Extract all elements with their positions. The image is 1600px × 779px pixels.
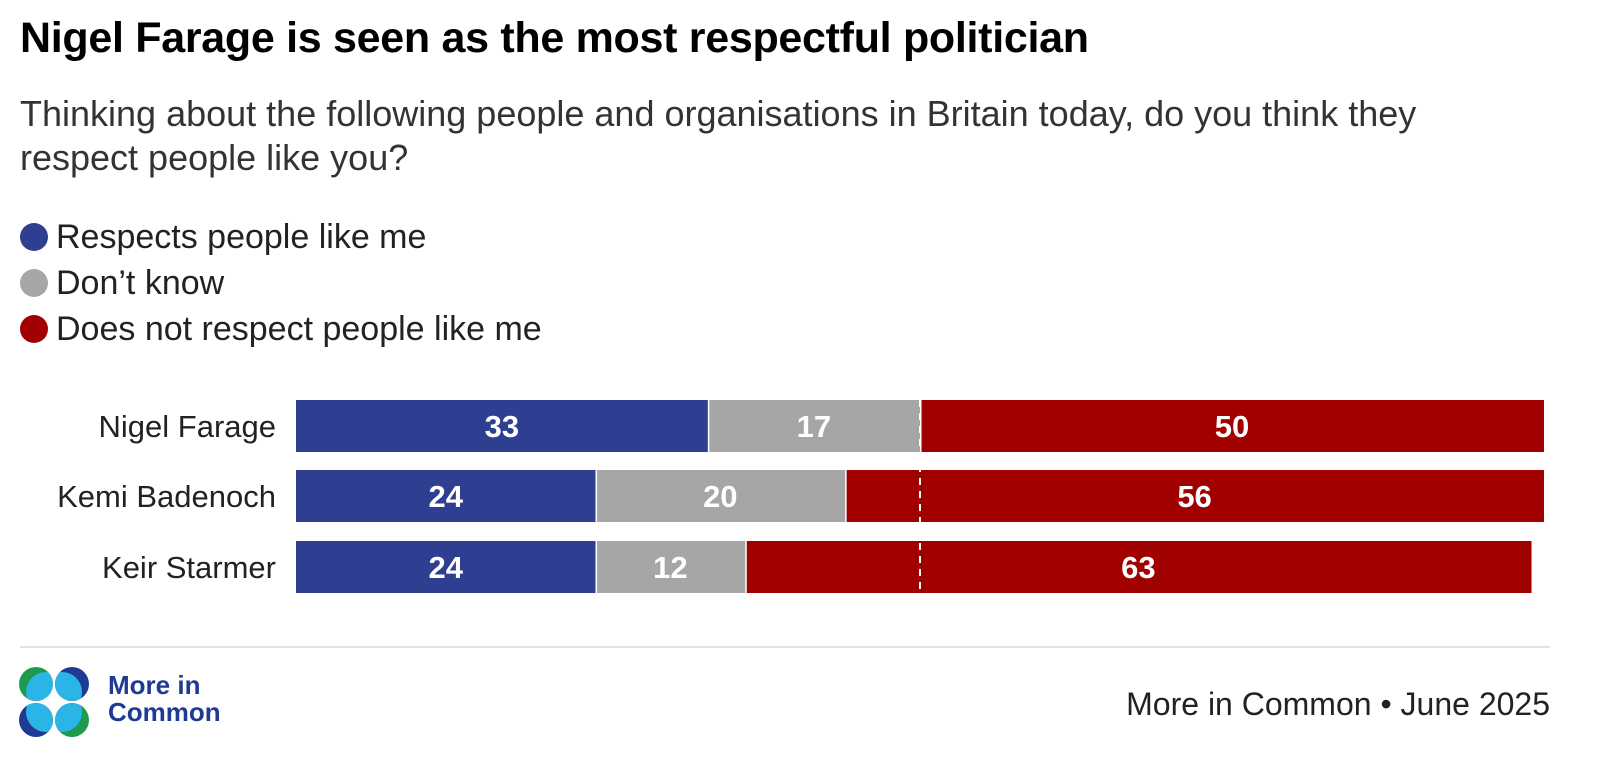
- chart-subtitle: Thinking about the following people and …: [20, 93, 1417, 178]
- bar-respects-people-like-me-nigel-farage: [296, 400, 708, 452]
- legend-label-does-not-respect: Does not respect people like me: [56, 309, 542, 348]
- bar-respects-people-like-me-keir-starmer: [296, 541, 596, 593]
- category-label-keir-starmer: Keir Starmer: [102, 550, 276, 585]
- footer-divider: [20, 646, 1550, 648]
- more-in-common-logo-icon: [19, 667, 89, 737]
- data-label-respects-people-like-me-keir-starmer: 24: [429, 550, 464, 585]
- chart-title: Nigel Farage is seen as the most respect…: [20, 14, 1089, 62]
- logo-text-line1: More in: [108, 670, 201, 700]
- legend-label-respects: Respects people like me: [56, 217, 427, 256]
- legend-item-does-not-respect: Does not respect people like me: [20, 306, 542, 352]
- bar-does-not-respect-people-like-me-nigel-farage: [921, 400, 1544, 452]
- legend-item-dont-know: Don’t know: [20, 260, 542, 306]
- data-label-does-not-respect-people-like-me-nigel-farage: 50: [1215, 409, 1249, 444]
- bar-don-t-know-keir-starmer: [597, 541, 746, 593]
- bar-don-t-know-nigel-farage: [709, 400, 920, 452]
- data-label-does-not-respect-people-like-me-kemi-badenoch: 56: [1177, 479, 1211, 514]
- data-label-respects-people-like-me-kemi-badenoch: 24: [429, 479, 464, 514]
- data-label-don-t-know-kemi-badenoch: 20: [703, 479, 737, 514]
- data-label-don-t-know-nigel-farage: 17: [797, 409, 831, 444]
- legend: Respects people like me Don’t know Does …: [20, 214, 542, 352]
- data-label-respects-people-like-me-nigel-farage: 33: [485, 409, 519, 444]
- source-note: More in Common • June 2025: [1126, 686, 1550, 722]
- data-label-does-not-respect-people-like-me-keir-starmer: 63: [1121, 550, 1155, 585]
- stacked-bar-chart: Nigel Farage 33 17 50 Kemi Badenoch 24 20 56 Kei…: [57, 400, 1544, 593]
- legend-dot-respects: [20, 223, 48, 251]
- bar-respects-people-like-me-kemi-badenoch: [296, 470, 596, 522]
- bar-does-not-respect-people-like-me-keir-starmer: [746, 541, 1532, 593]
- category-label-kemi-badenoch: Kemi Badenoch: [57, 479, 276, 514]
- logo-text-line2: Common: [108, 697, 221, 727]
- data-label-don-t-know-keir-starmer: 12: [653, 550, 687, 585]
- bar-don-t-know-kemi-badenoch: [597, 470, 846, 522]
- legend-label-dont-know: Don’t know: [56, 263, 225, 302]
- bar-does-not-respect-people-like-me-kemi-badenoch: [846, 470, 1544, 522]
- legend-item-respects: Respects people like me: [20, 214, 542, 260]
- legend-dot-dont-know: [20, 269, 48, 297]
- category-label-nigel-farage: Nigel Farage: [99, 409, 276, 444]
- logo-text: More in Common: [108, 672, 221, 726]
- legend-dot-does-not-respect: [20, 315, 48, 343]
